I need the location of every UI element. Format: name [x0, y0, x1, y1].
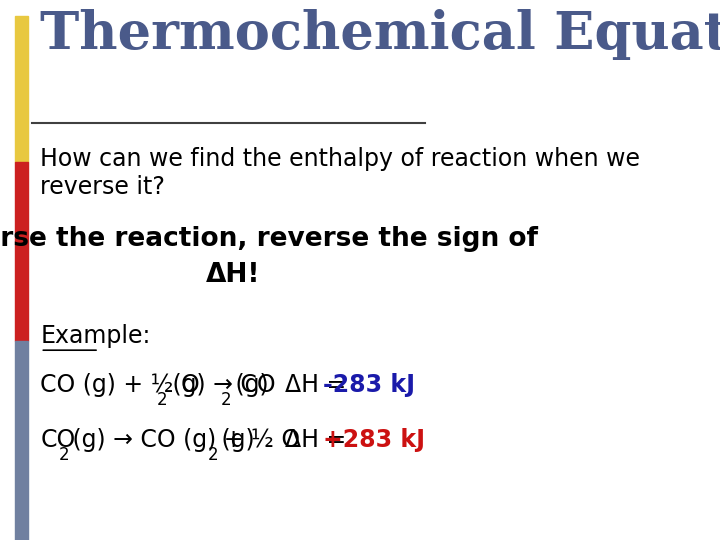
Text: Example:: Example:	[40, 323, 150, 348]
Text: (g): (g)	[228, 373, 269, 397]
Text: CO: CO	[40, 428, 76, 453]
Text: (g) → CO (g) + ½ O: (g) → CO (g) + ½ O	[66, 428, 301, 453]
Text: +283 kJ: +283 kJ	[323, 428, 425, 453]
Text: ΔH =: ΔH =	[285, 428, 354, 453]
Text: ΔH =: ΔH =	[285, 373, 354, 397]
Text: Thermochemical Equations: Thermochemical Equations	[40, 9, 720, 60]
Text: CO (g) + ½ O: CO (g) + ½ O	[40, 373, 200, 397]
Bar	[15, 163, 28, 341]
Text: 2: 2	[207, 446, 218, 464]
Bar	[15, 16, 28, 163]
Text: How can we find the enthalpy of reaction when we reverse it?: How can we find the enthalpy of reaction…	[40, 147, 640, 199]
Text: 2: 2	[221, 391, 232, 409]
Text: (g) → CO: (g) → CO	[165, 373, 276, 397]
Bar	[15, 341, 28, 540]
Text: (g): (g)	[215, 428, 255, 453]
Text: 2: 2	[59, 446, 70, 464]
Text: 2: 2	[157, 391, 167, 409]
Text: Reverse the reaction, reverse the sign of: Reverse the reaction, reverse the sign o…	[0, 226, 538, 252]
Text: ΔH!: ΔH!	[205, 262, 260, 288]
Text: -283 kJ: -283 kJ	[323, 373, 415, 397]
